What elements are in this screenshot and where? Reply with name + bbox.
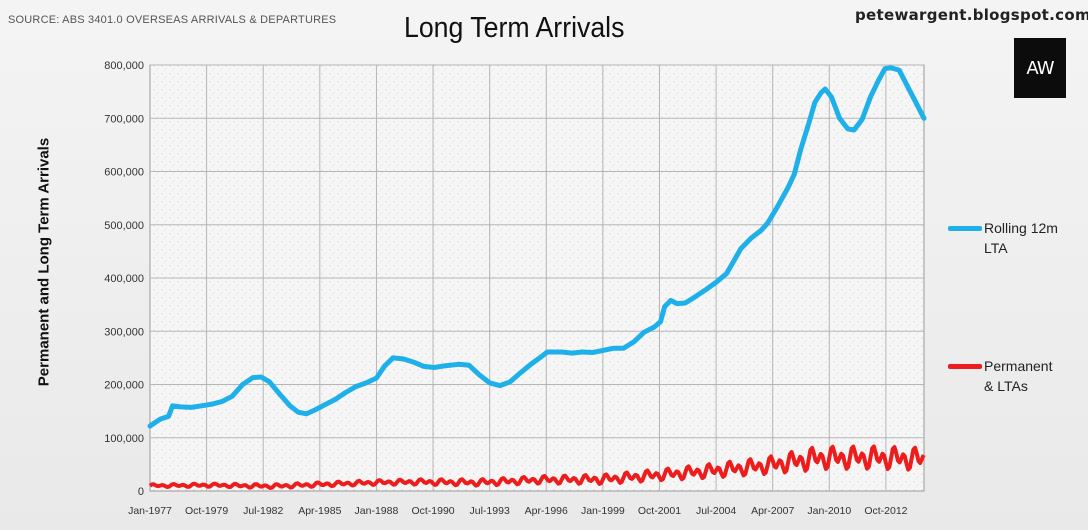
series-line-permanent-ltas xyxy=(148,444,926,490)
x-tick-label: Jul-1982 xyxy=(243,505,283,517)
x-tick-label: Jan-2010 xyxy=(807,505,851,517)
aw-logo: AW xyxy=(1014,38,1066,98)
x-tick-label: Apr-1996 xyxy=(525,505,568,517)
x-tick-label: Jul-1993 xyxy=(470,505,510,517)
source-note: SOURCE: ABS 3401.0 OVERSEAS ARRIVALS & D… xyxy=(8,14,337,26)
x-tick-label: Jan-1988 xyxy=(355,505,399,517)
y-tick-label: 200,000 xyxy=(104,380,144,392)
legend-item-rolling: Rolling 12m LTA xyxy=(948,218,1064,258)
series-line-rolling-12m-lta xyxy=(147,65,927,429)
x-tick-label: Oct-2001 xyxy=(638,505,681,517)
x-tick-label: Oct-2012 xyxy=(864,505,907,517)
y-tick-label: 300,000 xyxy=(104,326,144,338)
x-tick-label: Oct-1990 xyxy=(411,505,454,517)
x-tick-label: Jan-1999 xyxy=(581,505,625,517)
x-tick-label: Apr-1985 xyxy=(298,505,341,517)
legend-swatch-rolling xyxy=(948,226,982,231)
legend-item-permanent: Permanent & LTAs xyxy=(948,356,1064,396)
y-tick-label: 400,000 xyxy=(104,273,144,285)
y-tick-label: 700,000 xyxy=(104,113,144,125)
y-tick-label: 800,000 xyxy=(104,60,144,72)
x-tick-label: Oct-1979 xyxy=(185,505,228,517)
chart-title: Long Term Arrivals xyxy=(404,12,625,44)
x-tick-label: Jan-1977 xyxy=(128,505,172,517)
y-tick-label: 0 xyxy=(138,486,144,498)
legend-label-rolling: Rolling 12m LTA xyxy=(984,220,1058,256)
x-tick-label: Jul-2004 xyxy=(696,505,736,517)
legend-label-permanent: Permanent & LTAs xyxy=(984,358,1053,394)
y-tick-label: 500,000 xyxy=(104,220,144,232)
y-tick-label: 600,000 xyxy=(104,167,144,179)
y-tick-label: 100,000 xyxy=(104,433,144,445)
x-tick-label: Apr-2007 xyxy=(751,505,794,517)
legend-swatch-permanent xyxy=(948,364,982,369)
blog-url: petewargent.blogspot.com xyxy=(855,6,1088,24)
